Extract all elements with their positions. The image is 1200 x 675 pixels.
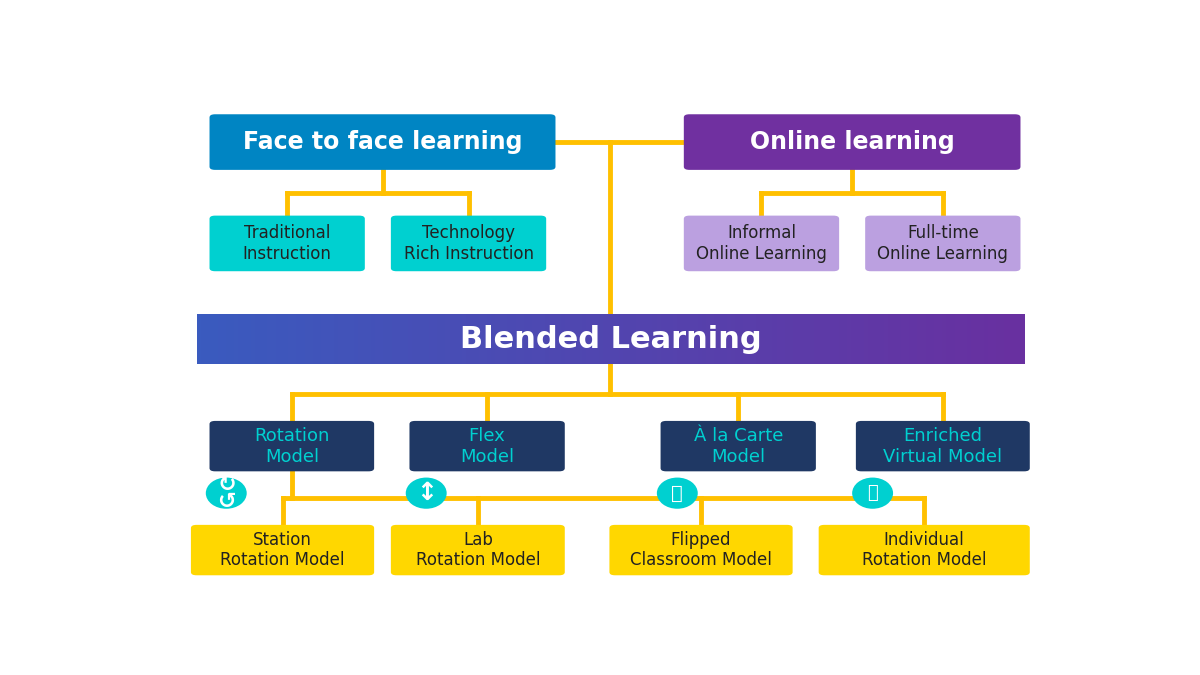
FancyBboxPatch shape <box>660 421 816 471</box>
FancyBboxPatch shape <box>684 215 839 271</box>
Text: ↕: ↕ <box>415 481 437 505</box>
Ellipse shape <box>656 478 697 509</box>
FancyBboxPatch shape <box>391 215 546 271</box>
FancyBboxPatch shape <box>409 421 565 471</box>
FancyBboxPatch shape <box>865 215 1020 271</box>
Text: Technology
Rich Instruction: Technology Rich Instruction <box>403 224 534 263</box>
Text: Face to face learning: Face to face learning <box>242 130 522 154</box>
Text: Traditional
Instruction: Traditional Instruction <box>242 224 331 263</box>
Text: Lab
Rotation Model: Lab Rotation Model <box>415 531 540 570</box>
Text: Station
Rotation Model: Station Rotation Model <box>221 531 344 570</box>
Text: Individual
Rotation Model: Individual Rotation Model <box>862 531 986 570</box>
Text: 📱: 📱 <box>868 484 878 502</box>
Text: Informal
Online Learning: Informal Online Learning <box>696 224 827 263</box>
FancyBboxPatch shape <box>818 525 1030 575</box>
Text: Flipped
Classroom Model: Flipped Classroom Model <box>630 531 772 570</box>
Text: Online learning: Online learning <box>750 130 954 154</box>
Text: À la Carte
Model: À la Carte Model <box>694 427 782 466</box>
FancyBboxPatch shape <box>856 421 1030 471</box>
Ellipse shape <box>406 478 446 509</box>
Ellipse shape <box>852 478 893 509</box>
Text: Full-time
Online Learning: Full-time Online Learning <box>877 224 1008 263</box>
Text: Blended Learning: Blended Learning <box>460 325 761 354</box>
FancyBboxPatch shape <box>684 114 1020 170</box>
FancyBboxPatch shape <box>210 421 374 471</box>
Text: 👤: 👤 <box>672 484 683 503</box>
Ellipse shape <box>206 478 247 509</box>
FancyBboxPatch shape <box>391 525 565 575</box>
Text: Flex
Model: Flex Model <box>460 427 514 466</box>
FancyBboxPatch shape <box>610 525 793 575</box>
Text: Rotation
Model: Rotation Model <box>254 427 330 466</box>
Text: Enriched
Virtual Model: Enriched Virtual Model <box>883 427 1002 466</box>
FancyBboxPatch shape <box>191 525 374 575</box>
FancyBboxPatch shape <box>210 215 365 271</box>
Text: ↻
↺: ↻ ↺ <box>217 475 235 512</box>
FancyBboxPatch shape <box>210 114 556 170</box>
